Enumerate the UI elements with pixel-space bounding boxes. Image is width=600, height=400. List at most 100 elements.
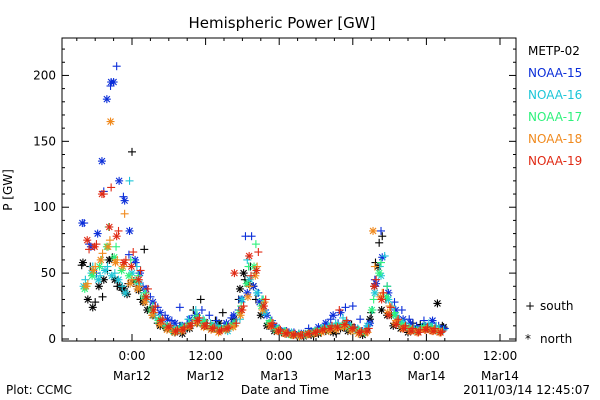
footer-right: 2011/03/14 12:45:07 xyxy=(463,383,590,397)
north-point xyxy=(105,222,114,231)
legend-item: NOAA-15 xyxy=(528,66,582,80)
legend-item: NOAA-19 xyxy=(528,154,582,168)
south-point xyxy=(254,248,263,257)
marker-legend: + south * north xyxy=(525,299,574,346)
south-point xyxy=(143,284,152,293)
north-point xyxy=(433,299,442,308)
north-point xyxy=(333,323,342,332)
south-point xyxy=(377,226,386,235)
north-point xyxy=(274,327,283,336)
south-point xyxy=(107,183,116,192)
north-point xyxy=(118,262,127,271)
south-point xyxy=(348,302,357,311)
north-point xyxy=(296,331,305,340)
north-point xyxy=(186,321,195,330)
north-point xyxy=(112,232,121,241)
north-point xyxy=(156,316,165,325)
south-point xyxy=(335,306,344,315)
north-point xyxy=(106,117,115,126)
south-point xyxy=(136,266,145,275)
south-point xyxy=(98,292,107,301)
south-point xyxy=(341,303,350,312)
south-point xyxy=(386,303,395,312)
north-point xyxy=(178,325,187,334)
north-point xyxy=(111,258,120,267)
north-label: north xyxy=(540,332,572,346)
north-point xyxy=(107,271,116,280)
south-point xyxy=(246,271,255,280)
north-point xyxy=(120,196,129,205)
y-tick-label: 0 xyxy=(48,332,56,346)
south-point xyxy=(140,245,149,254)
x-tick-sublabel: Mar12 xyxy=(187,369,225,383)
north-point xyxy=(208,324,217,333)
south-point xyxy=(251,240,260,249)
north-point xyxy=(369,226,378,235)
north-point xyxy=(362,327,371,336)
x-tick-label: 0:00 xyxy=(119,349,146,363)
x-tick-sublabel: Mar12 xyxy=(113,369,151,383)
north-point xyxy=(94,282,103,291)
north-point xyxy=(326,324,335,333)
south-symbol: + xyxy=(525,299,535,313)
south-point xyxy=(247,232,256,241)
south-point xyxy=(377,258,386,267)
chart-title: Hemispheric Power [GW] xyxy=(189,14,376,32)
north-point xyxy=(127,262,136,271)
y-axis-label: P [GW] xyxy=(1,169,15,211)
north-point xyxy=(236,311,245,320)
north-point xyxy=(90,242,99,251)
south-point xyxy=(372,275,381,284)
north-point xyxy=(407,327,416,336)
north-point xyxy=(230,269,239,278)
south-point xyxy=(385,302,394,311)
south-point xyxy=(232,319,241,328)
north-point xyxy=(259,302,268,311)
north-point xyxy=(267,321,276,330)
north-point xyxy=(171,327,180,336)
north-point xyxy=(131,255,140,264)
north-point xyxy=(238,295,247,304)
north-point xyxy=(193,316,202,325)
axes xyxy=(61,37,517,342)
south-point xyxy=(245,282,254,291)
north-point xyxy=(82,282,90,291)
north-point xyxy=(340,320,349,329)
south-point xyxy=(369,295,378,304)
north-point xyxy=(200,321,209,330)
north-point xyxy=(375,269,384,278)
south-point xyxy=(120,209,129,218)
north-point xyxy=(245,251,254,260)
north-point xyxy=(223,324,232,333)
south-point xyxy=(196,295,205,304)
north-point xyxy=(281,329,290,338)
north-point xyxy=(399,324,408,333)
south-point xyxy=(112,62,121,71)
south-point xyxy=(129,248,138,257)
north-point xyxy=(97,157,106,166)
north-point xyxy=(429,327,438,336)
south-point xyxy=(356,315,365,324)
north-point xyxy=(164,323,173,332)
x-tick-sublabel: Mar13 xyxy=(260,369,298,383)
x-tick-sublabel: Mar13 xyxy=(334,369,372,383)
north-point xyxy=(88,271,97,280)
north-point xyxy=(149,306,158,315)
north-point xyxy=(392,320,401,329)
legend-item: METP-02 xyxy=(528,44,580,58)
y-tick-label: 150 xyxy=(33,134,56,148)
north-point xyxy=(115,176,124,185)
south-point xyxy=(191,306,200,315)
north-point xyxy=(126,279,135,288)
south-point xyxy=(118,282,127,291)
north-point xyxy=(384,311,393,320)
north-point xyxy=(121,288,130,297)
north-point xyxy=(89,266,98,275)
north-point xyxy=(253,288,262,297)
north-symbol: * xyxy=(525,332,531,346)
south-point xyxy=(380,251,389,260)
north-point xyxy=(389,311,398,320)
south-point xyxy=(375,238,384,247)
north-point xyxy=(414,328,423,337)
plot-frame xyxy=(61,37,517,342)
